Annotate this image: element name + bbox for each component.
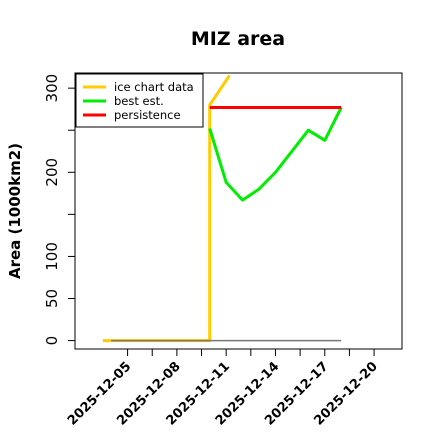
plot-frame [74, 72, 403, 350]
series-layer [102, 74, 343, 343]
y-tick-label: 300 [43, 74, 61, 103]
series-line-best-est [208, 106, 343, 202]
chart-title: MIZ area [191, 28, 285, 50]
y-tick-label: 200 [43, 158, 61, 187]
plot-area [74, 72, 403, 350]
y-tick-label: 50 [43, 289, 61, 308]
legend-label: persistence [114, 108, 181, 122]
y-tick-label: 100 [43, 242, 61, 271]
y-tick-label: 0 [43, 336, 61, 346]
legend-label: ice chart data [114, 80, 194, 94]
legend-label: best est. [114, 94, 164, 108]
y-axis-label: Area (1000km2) [6, 143, 24, 279]
